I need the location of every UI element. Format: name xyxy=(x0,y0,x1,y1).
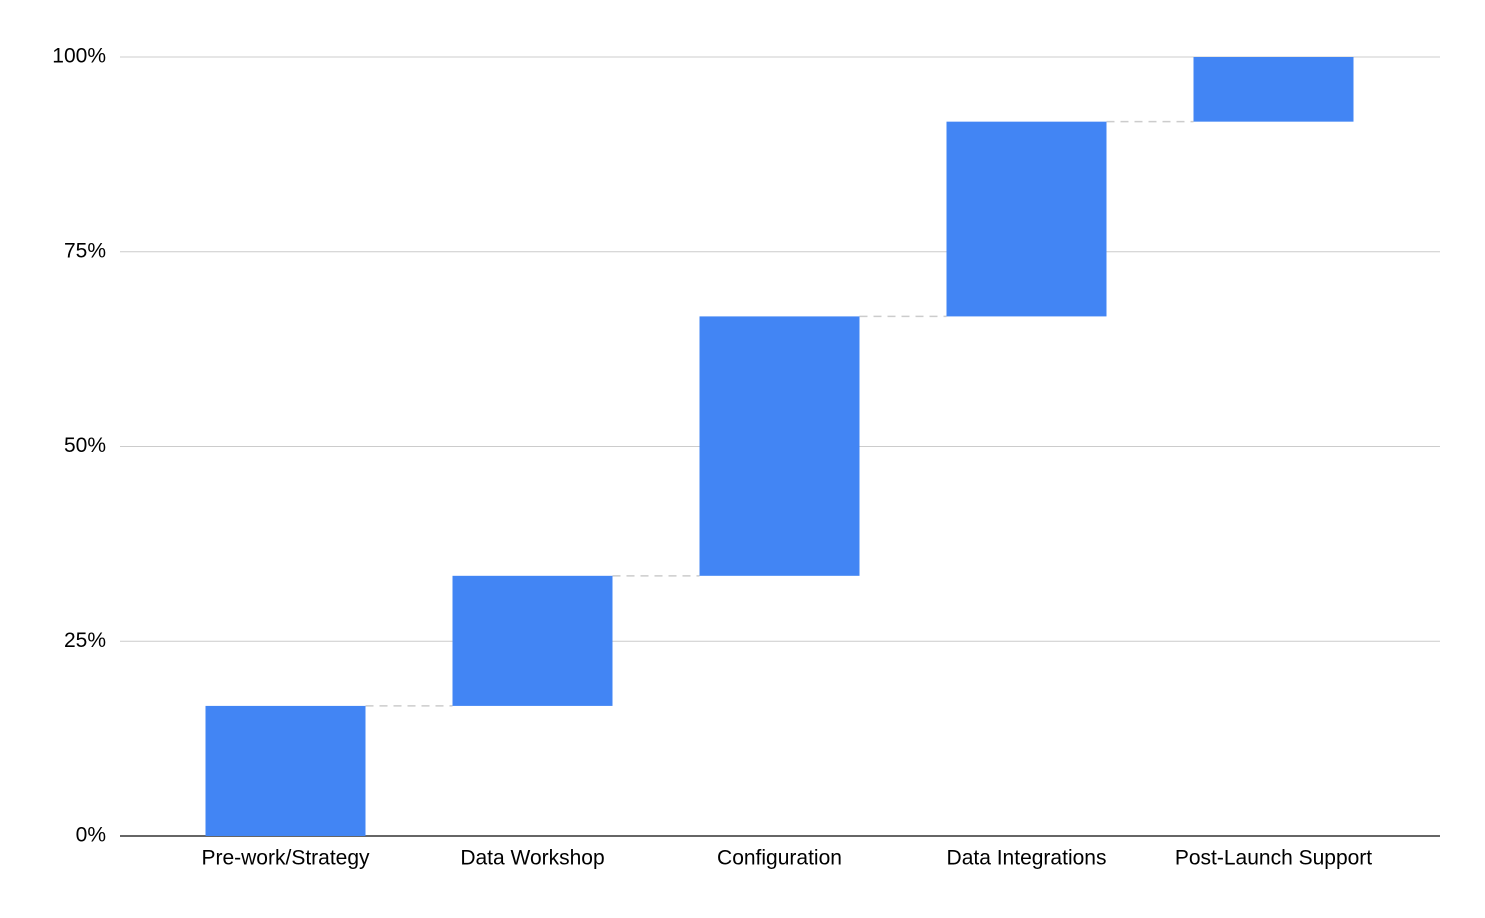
bar xyxy=(205,705,366,836)
y-tick-label: 0% xyxy=(76,824,106,847)
bar xyxy=(1193,57,1354,122)
y-tick-label: 50% xyxy=(64,434,106,457)
bar xyxy=(452,575,613,706)
y-tick-label: 25% xyxy=(64,629,106,652)
x-tick-label: Pre-work/Strategy xyxy=(201,847,370,870)
x-tick-label: Post-Launch Support xyxy=(1175,847,1372,870)
x-tick-label: Data Integrations xyxy=(947,847,1107,870)
bar xyxy=(946,121,1107,317)
y-tick-label: 75% xyxy=(64,239,106,262)
y-tick-label: 100% xyxy=(52,45,106,68)
x-tick-label: Data Workshop xyxy=(460,847,604,870)
x-tick-label: Configuration xyxy=(717,847,842,870)
bar xyxy=(699,316,860,576)
